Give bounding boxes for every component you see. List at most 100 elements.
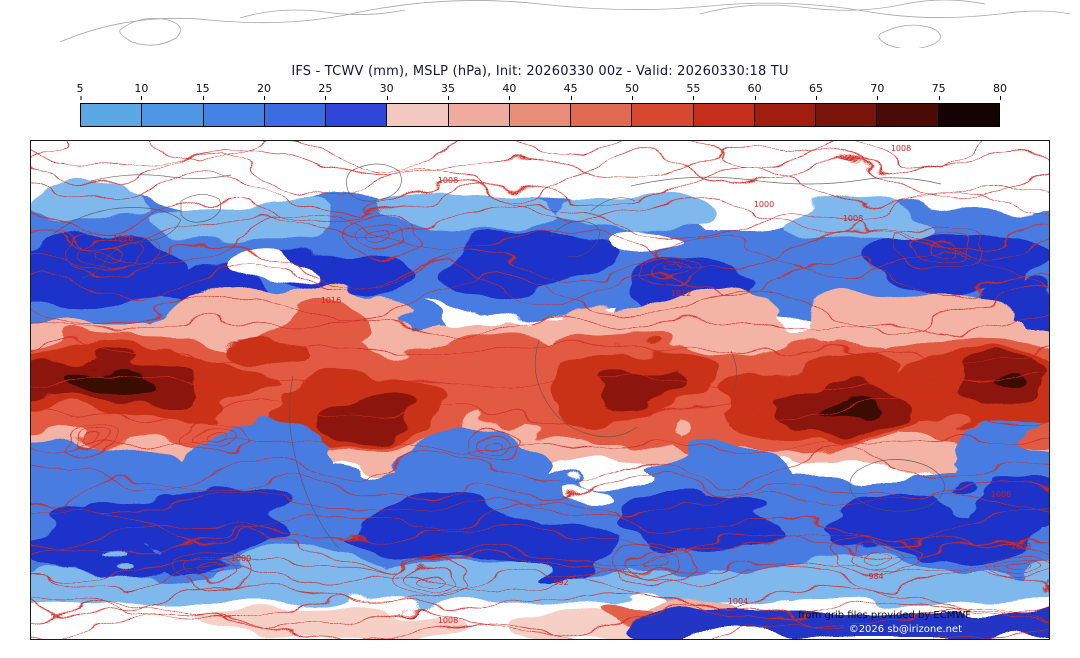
isobar-line xyxy=(31,146,1049,178)
isobar-loop xyxy=(95,244,127,262)
isobar-label: 1008 xyxy=(438,176,458,185)
isobar-loop xyxy=(642,557,670,573)
isobar-loop xyxy=(640,253,702,285)
isobar-label: 1004 xyxy=(728,597,748,606)
isobar-line xyxy=(31,215,1049,272)
map-frame: 1008 1008 1000 1008 1016 1012 1016 1008 1000 984 9… xyxy=(30,140,1050,640)
colorbar-segment xyxy=(508,104,571,126)
isobar-loop xyxy=(475,435,517,457)
colorbar-segment xyxy=(386,104,448,126)
isobar-loop xyxy=(340,216,422,258)
isobar-line xyxy=(31,553,1049,578)
isobar-line xyxy=(31,563,1049,595)
colorbar-segment xyxy=(141,104,203,126)
isobar-line xyxy=(31,341,1049,361)
coastlines xyxy=(50,163,946,549)
isobar-line xyxy=(31,141,987,176)
isobar-label: 1008 xyxy=(438,616,458,625)
colorbar-tick-label: 65 xyxy=(809,82,823,100)
isobar-line xyxy=(31,499,1049,543)
isobar-line xyxy=(31,168,1049,217)
isobar-loop xyxy=(660,263,682,275)
colorbar-segment xyxy=(692,104,754,126)
colorbar-tick-label: 60 xyxy=(747,82,762,100)
isobar-label: 984 xyxy=(868,572,883,581)
isobar-loop xyxy=(405,563,457,591)
isobar-loop xyxy=(911,233,971,265)
isobar-label: 992 xyxy=(553,578,568,587)
colorbar-tick-label: 80 xyxy=(993,82,1007,100)
isobar-label: 1008 xyxy=(843,214,863,223)
colorbar-segment xyxy=(631,104,693,126)
isobar-line xyxy=(31,183,1049,236)
isobar-loop xyxy=(79,237,143,269)
isobar-loop xyxy=(925,241,957,257)
isobar-loop xyxy=(896,226,986,272)
isobar-line xyxy=(31,201,1049,248)
attribution-copyright: ©2026 sb@irizone.net xyxy=(843,624,967,636)
isobar-loop xyxy=(81,436,101,446)
isobar-loop xyxy=(392,557,470,597)
isobar-loop xyxy=(1010,560,1032,572)
isobar-line xyxy=(31,152,1049,204)
colorbar-segment xyxy=(447,104,509,126)
isobar-label: 1008 xyxy=(1011,542,1031,551)
colorbar-tick-label: 75 xyxy=(931,82,946,100)
attribution-ecmwf: from grib files provided by ECMWF xyxy=(798,610,971,621)
colorbar-cells xyxy=(80,103,1000,127)
colorbar-tick-label: 55 xyxy=(686,82,701,100)
isobar-loop xyxy=(64,427,118,455)
isobar-line xyxy=(31,475,1049,503)
chart-title: IFS - TCWV (mm), MSLP (hPa), Init: 20260… xyxy=(291,64,789,79)
isobar-line xyxy=(31,602,1049,634)
colorbar-segment xyxy=(753,104,816,126)
isobar-loop xyxy=(650,258,692,280)
isobar-loop xyxy=(64,229,158,277)
colorbar-tick-label: 20 xyxy=(257,82,271,100)
isobar-labels: 1008 1008 1000 1008 1016 1012 1016 1008 1000 984 9… xyxy=(113,144,1031,625)
isobar-loop xyxy=(197,561,225,577)
isobar-line xyxy=(31,451,1049,491)
isobar-loop xyxy=(990,550,1049,582)
colorbar: 5 10 15 20 25 30 35 40 45 50 55 60 65 70 75 80 xyxy=(76,82,1007,127)
isobar-loop xyxy=(831,533,921,579)
colorbar-tick-label: 5 xyxy=(76,82,84,100)
isobar-line xyxy=(31,532,1049,567)
isobar-line xyxy=(31,402,1049,425)
isobar-loop xyxy=(1000,555,1042,577)
colorbar-segment xyxy=(570,104,632,126)
colorbar-segment xyxy=(876,104,938,126)
colorbar-tick-label: 30 xyxy=(379,82,394,100)
isobar-label: 1016 xyxy=(321,296,341,305)
field-tropics-red xyxy=(31,287,1049,496)
isobar-label: 1008 xyxy=(891,144,911,153)
isobar-line xyxy=(31,315,1049,335)
colorbar-tick-label: 50 xyxy=(625,82,639,100)
isobar-label: 1000 xyxy=(754,200,774,209)
isobar-line xyxy=(31,525,1049,551)
colorbar-tick-label: 40 xyxy=(502,82,517,100)
isobar-label: 1016 xyxy=(113,234,133,243)
isobar-label: 1012 xyxy=(671,289,691,298)
isobar-line xyxy=(31,374,1049,388)
isobar-label: 1008 xyxy=(991,490,1011,499)
isobar-loop xyxy=(628,551,684,579)
isobar-line xyxy=(31,439,1049,451)
isobar-line xyxy=(31,256,1049,309)
colorbar-segment xyxy=(937,104,999,126)
isobar-line xyxy=(31,274,1049,331)
colorbar-tick-label: 45 xyxy=(563,82,578,100)
colorbar-segment xyxy=(325,104,387,126)
isobar-loop xyxy=(181,421,251,457)
colorbar-segment xyxy=(202,104,264,126)
colorbar-segment xyxy=(263,104,326,126)
colorbar-tick-label: 70 xyxy=(870,82,885,100)
isobar-loop xyxy=(465,430,527,462)
isobar-line xyxy=(31,492,1049,517)
isobar-loop xyxy=(353,223,409,251)
isobar-line xyxy=(31,594,1049,621)
isobar-loop xyxy=(183,555,239,583)
isobar-line xyxy=(31,572,1049,614)
isobar-loop xyxy=(615,544,697,586)
colorbar-tick-label: 35 xyxy=(441,82,455,100)
